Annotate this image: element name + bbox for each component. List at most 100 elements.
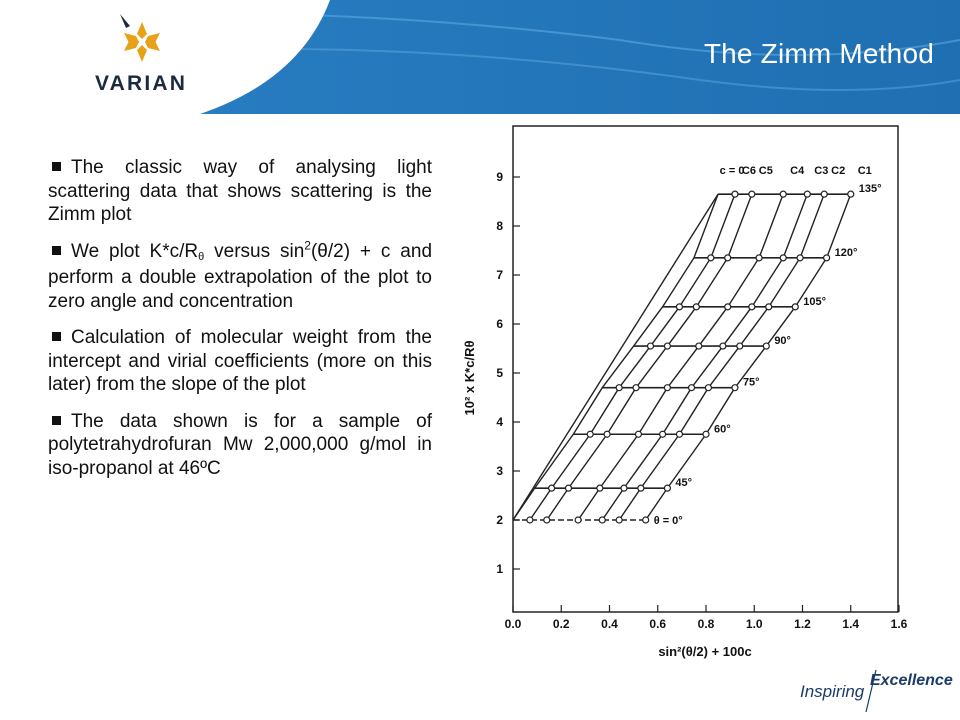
concentration-line (601, 193, 808, 521)
x-tick-label: 0.8 (698, 617, 715, 631)
data-point (736, 342, 744, 350)
header-band: VARIAN The Zimm Method (0, 0, 960, 114)
concentration-label: C2 (831, 165, 845, 177)
y-tick-label: 1 (496, 562, 503, 576)
x-tick-label: 1.0 (746, 617, 763, 631)
data-point (779, 190, 787, 198)
data-point (634, 430, 643, 438)
bullet-text: The classic way of analysing light scatt… (48, 157, 432, 225)
angle-label: 120° (835, 247, 858, 259)
data-point (663, 342, 671, 350)
y-tick-label: 6 (496, 317, 503, 331)
data-point (675, 303, 684, 311)
y-tick-label: 2 (496, 513, 503, 527)
data-point (574, 516, 582, 524)
concentration-line (546, 193, 753, 521)
x-axis-label: sin²(θ/2) + 100c (658, 644, 751, 659)
logo-panel (0, 0, 330, 114)
x-tick-label: 0.4 (601, 617, 618, 631)
data-point (615, 384, 623, 392)
y-tick-label: 4 (496, 415, 503, 429)
data-point (820, 190, 828, 198)
x-tick-label: 1.2 (794, 617, 811, 631)
zimm-plot-svg: 0.0 0.2 0.4 0.6 0.8 1.0 1.2 1.4 1.6 1 2 3 4 5 6 7 8 9 sin²… (462, 125, 908, 659)
data-point (598, 516, 606, 524)
data-point (823, 254, 831, 262)
concentration-line (529, 193, 736, 521)
data-point (731, 190, 739, 198)
concentration-label: C6 (742, 165, 756, 177)
data-point (803, 190, 811, 198)
bullet-list: The classic way of analysing light scatt… (48, 156, 432, 493)
data-point (704, 384, 713, 392)
data-point (724, 303, 732, 311)
data-point (765, 303, 773, 311)
data-point (642, 516, 650, 524)
bullet-text: We plot K*c/R (71, 240, 199, 262)
data-point (564, 484, 573, 492)
concentration-line (577, 193, 784, 521)
x-tick-label: 1.4 (842, 617, 859, 631)
x-tick-label: 0.6 (649, 617, 666, 631)
data-point (796, 254, 804, 262)
data-point (687, 384, 696, 392)
data-point (779, 254, 787, 262)
data-point (748, 190, 756, 198)
data-point (719, 342, 727, 350)
angle-label: 105° (803, 296, 826, 308)
footer-excellence: Excellence (870, 672, 953, 689)
data-point (646, 342, 655, 350)
data-point (663, 484, 671, 492)
y-tick-label: 9 (496, 170, 503, 184)
angle-label: 135° (859, 183, 882, 195)
data-point (620, 484, 628, 492)
x-tick-label: 1.6 (891, 617, 908, 631)
y-axis-label: 10² x K*c/Rθ (462, 341, 477, 416)
data-point (724, 254, 732, 262)
data-point (663, 384, 671, 392)
concentration-label: C3 (814, 165, 828, 177)
zimm-plot: 0.0 0.2 0.4 0.6 0.8 1.0 1.2 1.4 1.6 1 2 3 4 5 6 7 8 9 sin²… (460, 118, 920, 678)
data-point (586, 430, 594, 438)
bullet-superscript: 2 (304, 238, 311, 253)
concentration-label: C1 (858, 165, 872, 177)
data-point (692, 303, 700, 311)
data-point (526, 516, 534, 524)
data-point (675, 430, 684, 438)
bullet-text: Calculation of molecular weight from the… (48, 327, 432, 395)
bullet-subscript: θ (198, 250, 205, 263)
concentration-label: c = 0 (720, 165, 745, 177)
bullet-item: We plot K*c/Rθ versus sin2(θ/2) + c and … (48, 238, 433, 314)
square-bullet-icon (52, 245, 61, 255)
bullet-item: The classic way of analysing light scatt… (48, 156, 432, 227)
angle-label: θ = 0° (654, 515, 683, 527)
concentration-label: C4 (790, 165, 805, 177)
y-tick-label: 7 (496, 268, 503, 282)
varian-star-icon (120, 14, 160, 62)
square-bullet-icon (52, 415, 61, 425)
square-bullet-icon (52, 162, 61, 171)
y-tick-label: 3 (496, 464, 503, 478)
data-point (791, 303, 799, 311)
slide-title: The Zimm Method (703, 38, 934, 69)
bullet-item: The data shown is for a sample of polyte… (48, 410, 432, 481)
concentration-line (512, 193, 719, 521)
y-tick-label: 8 (496, 219, 503, 233)
data-point (603, 430, 611, 438)
footer-swoosh-icon (865, 669, 877, 713)
data-point (755, 254, 763, 262)
x-tick-label: 0.0 (505, 617, 522, 631)
bullet-text: The data shown is for a sample of polyte… (48, 410, 432, 479)
logo-text: VARIAN (95, 72, 188, 95)
bullet-text: (θ/2) + c and perform a double extrapola… (48, 240, 433, 312)
angle-label: 90° (774, 335, 791, 347)
y-tick-label: 5 (496, 366, 503, 380)
data-point (658, 430, 667, 438)
data-point (847, 190, 855, 198)
angle-label: 75° (743, 377, 760, 389)
footer-inspiring: Inspiring (800, 682, 865, 701)
data-point (762, 342, 770, 350)
data-point (748, 303, 756, 311)
bullet-item: Calculation of molecular weight from the… (48, 326, 432, 397)
square-bullet-icon (52, 332, 61, 341)
